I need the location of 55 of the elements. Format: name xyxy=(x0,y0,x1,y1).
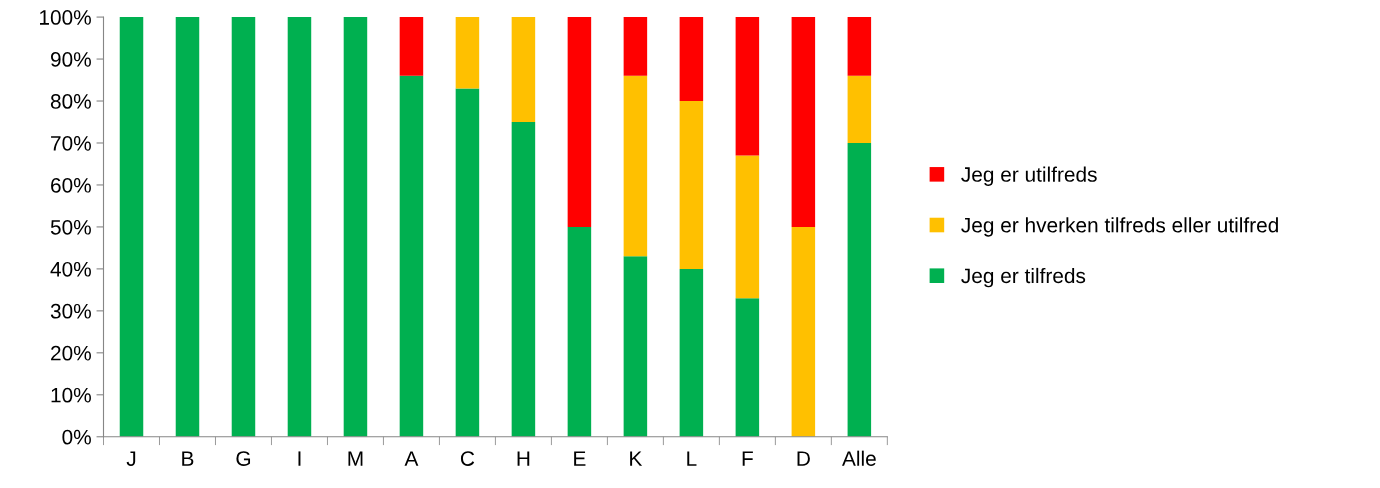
legend-label: Jeg er hverken tilfreds eller utilfred xyxy=(961,217,1278,237)
y-tick-label: 100% xyxy=(40,10,91,25)
bar xyxy=(679,268,704,437)
bar xyxy=(511,17,536,122)
legend-label: Jeg er tilfreds xyxy=(961,267,1086,288)
bar xyxy=(735,155,760,299)
bar xyxy=(399,17,424,76)
x-tick-label: J xyxy=(126,451,136,466)
y-tick-label: 10% xyxy=(51,387,91,403)
bar xyxy=(847,17,872,76)
legend-label: Jeg er utilfreds xyxy=(961,166,1097,186)
y-tick-label: 80% xyxy=(50,94,91,109)
bar xyxy=(847,75,872,143)
y-tick-label: 90% xyxy=(50,52,91,67)
bar xyxy=(623,75,648,257)
bar xyxy=(399,75,424,437)
x-tick-label: L xyxy=(687,451,697,466)
bar xyxy=(567,17,592,227)
bar xyxy=(791,17,816,227)
bar xyxy=(623,17,648,76)
y-tick-label: 30% xyxy=(50,303,91,319)
y-tick-label: 40% xyxy=(50,261,91,277)
bar xyxy=(567,226,592,437)
bar xyxy=(287,17,312,437)
x-tick-label: H xyxy=(517,451,530,466)
x-tick-label: F xyxy=(742,451,753,466)
bar xyxy=(679,17,704,102)
x-tick-label: D xyxy=(797,451,810,466)
x-tick-label: E xyxy=(574,451,586,466)
x-tick-label: K xyxy=(630,451,643,466)
bar xyxy=(455,88,480,437)
x-tick-label: G xyxy=(236,451,251,466)
y-tick-label: 20% xyxy=(51,345,91,361)
x-tick-label: I xyxy=(298,451,301,466)
x-tick-label: Alle xyxy=(842,450,876,466)
x-tick-label: M xyxy=(348,451,363,466)
y-tick-label: 50% xyxy=(50,219,91,235)
bar xyxy=(175,17,200,437)
y-tick-label: 70% xyxy=(51,135,91,151)
bar xyxy=(119,17,144,437)
bar xyxy=(455,17,480,89)
bar xyxy=(735,17,760,156)
bar xyxy=(735,298,760,437)
bar xyxy=(511,122,536,437)
bar xyxy=(791,226,816,437)
y-tick-label: 0% xyxy=(62,429,91,445)
y-tick-label: 60% xyxy=(51,177,91,193)
x-tick-label: A xyxy=(404,451,419,466)
x-tick-label: B xyxy=(182,451,194,466)
bar xyxy=(679,101,704,269)
bar xyxy=(231,17,256,437)
bar xyxy=(623,256,648,437)
bar xyxy=(343,17,368,437)
x-tick-label: C xyxy=(460,451,475,466)
bar xyxy=(847,142,872,437)
